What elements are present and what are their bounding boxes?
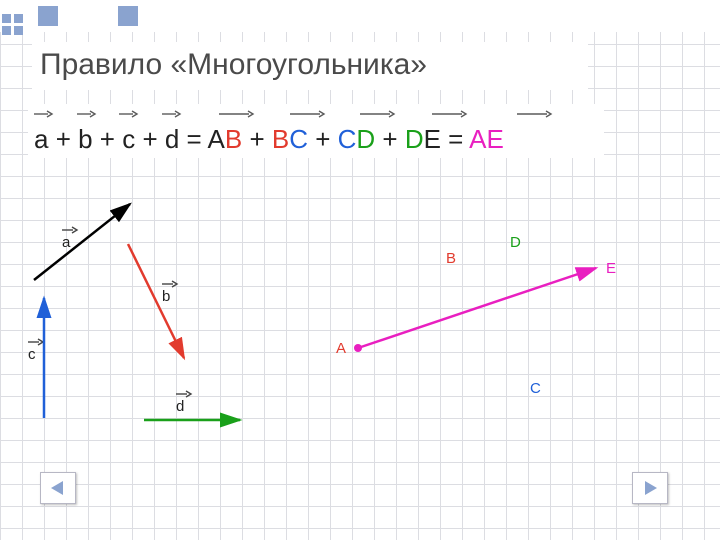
point-label-e: E bbox=[606, 260, 616, 277]
decor-mini bbox=[2, 14, 11, 23]
equation-part: = bbox=[441, 124, 469, 154]
equation-part: + bbox=[242, 124, 272, 154]
equation-part: E bbox=[424, 124, 441, 154]
triangle-right-icon bbox=[641, 479, 659, 497]
equation-part: B bbox=[272, 124, 289, 154]
equation-part: + bbox=[48, 124, 78, 154]
equation-part: E bbox=[487, 124, 504, 154]
equation-part: + bbox=[135, 124, 165, 154]
vector-label-b: b bbox=[162, 288, 170, 305]
decor-square bbox=[38, 6, 58, 26]
vector-label-a: a bbox=[62, 234, 70, 251]
decor-mini bbox=[14, 26, 23, 35]
equation-part: A bbox=[469, 124, 486, 154]
decor-mini bbox=[2, 26, 11, 35]
equation-part: A bbox=[208, 124, 225, 154]
next-button[interactable] bbox=[632, 472, 668, 504]
page-title: Правило «Многоугольника» bbox=[40, 48, 427, 82]
equation-part: d bbox=[165, 124, 179, 154]
vector-label-c: c bbox=[28, 346, 36, 363]
top-strip bbox=[0, 0, 720, 32]
equation-part: c bbox=[122, 124, 135, 154]
equation-part: D bbox=[405, 124, 424, 154]
point-label-b: B bbox=[446, 250, 456, 267]
equation-part: = bbox=[179, 124, 207, 154]
equation-part: B bbox=[225, 124, 242, 154]
equation-part: C bbox=[338, 124, 357, 154]
equation-part: + bbox=[375, 124, 405, 154]
equation-part: D bbox=[356, 124, 375, 154]
equation-part: a bbox=[34, 124, 48, 154]
point-label-d: D bbox=[510, 234, 521, 251]
decor-square bbox=[118, 6, 138, 26]
equation: a + b + c + d = AB + BC + CD + DE = AE bbox=[34, 124, 504, 155]
equation-part: + bbox=[308, 124, 338, 154]
point-label-c: C bbox=[530, 380, 541, 397]
vector-label-d: d bbox=[176, 398, 184, 415]
equation-part: b bbox=[78, 124, 92, 154]
decor-mini bbox=[14, 14, 23, 23]
point-label-a: A bbox=[336, 340, 346, 357]
triangle-left-icon bbox=[49, 479, 67, 497]
equation-part: + bbox=[93, 124, 123, 154]
equation-part: C bbox=[289, 124, 308, 154]
prev-button[interactable] bbox=[40, 472, 76, 504]
